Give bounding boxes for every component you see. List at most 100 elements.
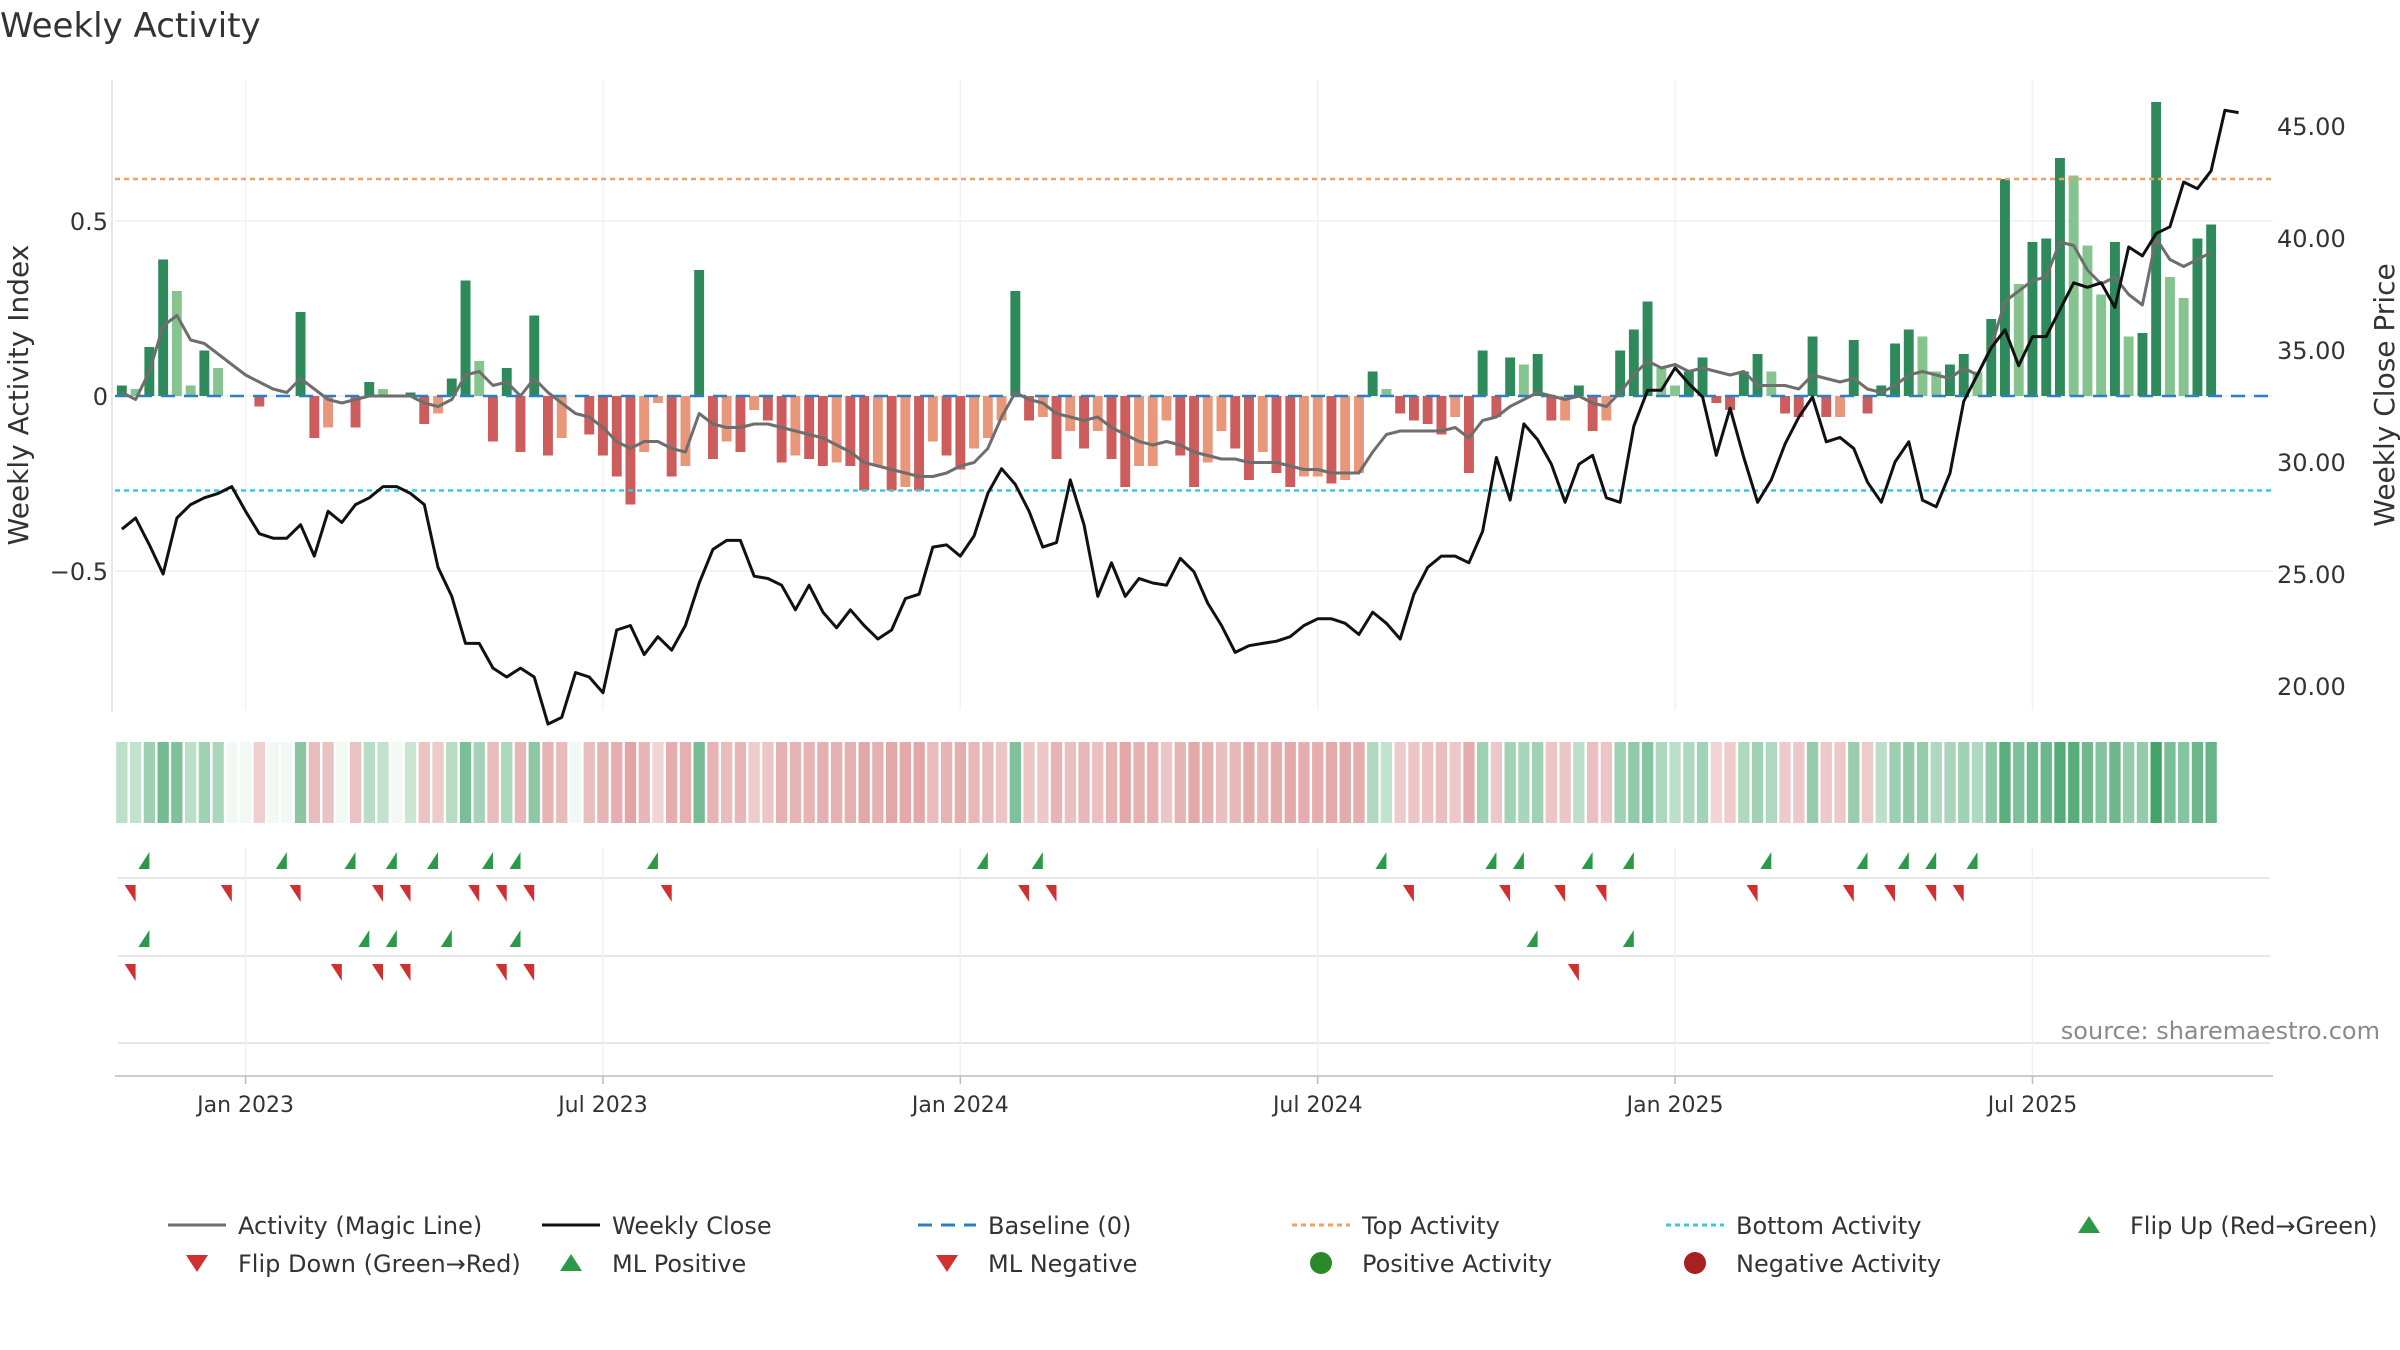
legend-item: Baseline (0) xyxy=(918,1212,1131,1240)
strip-cell xyxy=(1504,742,1516,823)
activity-bar xyxy=(460,280,471,396)
activity-bar xyxy=(1010,291,1021,396)
flip-up-marker xyxy=(1031,852,1043,869)
activity-bar xyxy=(1821,396,1832,417)
strip-cell xyxy=(226,742,238,823)
weekly-close-series xyxy=(120,108,2239,726)
legend-label: ML Positive xyxy=(612,1250,746,1278)
flip-up-marker xyxy=(1925,852,1937,869)
flip-up-marker xyxy=(385,852,397,869)
strip-cell xyxy=(624,742,637,823)
strip-cell xyxy=(1669,742,1681,823)
activity-bar xyxy=(185,385,196,396)
legend-label: Weekly Close xyxy=(612,1212,772,1240)
activity-bar xyxy=(1147,396,1158,466)
legend-item: Bottom Activity xyxy=(1666,1212,1921,1240)
strip-cell xyxy=(308,742,320,823)
activity-bar xyxy=(584,396,595,435)
strip-cell xyxy=(886,742,898,823)
legend-swatch-circle xyxy=(1310,1252,1332,1274)
strip-cell xyxy=(2150,742,2162,823)
legend-label: Flip Up (Red→Green) xyxy=(2130,1212,2378,1240)
activity-bar xyxy=(859,396,870,491)
strip-cell xyxy=(1944,742,1956,823)
activity-bar xyxy=(900,396,911,487)
strip-cell xyxy=(831,742,843,823)
strip-cell xyxy=(652,742,664,823)
ml-positive-marker xyxy=(1526,930,1538,947)
flip-down-marker xyxy=(220,885,232,902)
strip-cell xyxy=(1820,742,1832,823)
flip-down-marker xyxy=(660,885,672,902)
legend-item: Flip Down (Green→Red) xyxy=(186,1250,521,1278)
flip-up-marker xyxy=(275,852,287,869)
strip-cell xyxy=(1710,742,1722,823)
activity-bar xyxy=(941,396,952,456)
activity-bar xyxy=(1793,396,1804,417)
x-tick-label: Jul 2025 xyxy=(1986,1093,2078,1118)
legend-label: Baseline (0) xyxy=(988,1212,1131,1240)
strip-cell xyxy=(679,742,692,823)
strip-cell xyxy=(336,742,348,823)
x-axis: Jan 2023 Jul 2023 Jan 2024 Jul 2024 Jan 2025… xyxy=(115,1075,2273,1118)
activity-bar xyxy=(2206,224,2217,396)
activity-heat-strip xyxy=(116,742,2217,823)
legend-swatch-triangle-down xyxy=(936,1255,958,1272)
strip-cell xyxy=(1243,742,1255,823)
activity-bar xyxy=(2055,158,2065,396)
strip-cell xyxy=(1958,742,1970,823)
y-right-tick-label: 40.00 xyxy=(2277,225,2346,253)
strip-cell xyxy=(1050,742,1063,823)
activity-bar xyxy=(927,396,938,442)
activity-bar xyxy=(914,396,924,491)
ml-positive-marker xyxy=(138,930,150,947)
flip-up-marker xyxy=(976,852,988,869)
ml-positive-marker xyxy=(509,930,521,947)
strip-cell xyxy=(1325,742,1338,823)
strip-cell xyxy=(1655,742,1667,823)
y-right-tick-label: 25.00 xyxy=(2277,561,2346,589)
strip-cell xyxy=(116,742,128,823)
activity-bar xyxy=(1491,396,1502,417)
ml-negative-marker xyxy=(495,964,507,981)
strip-cell xyxy=(2040,742,2052,823)
strip-cell xyxy=(1696,742,1709,823)
activity-bar xyxy=(2137,333,2148,396)
ml-negative-marker xyxy=(372,964,384,981)
activity-bar xyxy=(254,396,265,407)
flip-down-marker xyxy=(523,885,535,902)
axes: 0.5 0 −0.5 45.00 40.00 35.00 30.00 25.00 20.00 xyxy=(50,80,2346,712)
chart-title: Weekly Activity xyxy=(0,6,261,46)
flip-down-marker xyxy=(124,885,136,902)
strip-cell xyxy=(459,742,472,823)
strip-cell xyxy=(1367,742,1379,823)
strip-cell xyxy=(1971,742,1984,823)
activity-bar xyxy=(529,315,540,396)
activity-bar xyxy=(762,396,773,421)
legend-swatch-triangle-up xyxy=(2078,1216,2100,1233)
activity-bar xyxy=(1931,371,1942,396)
strip-cell xyxy=(1861,742,1874,823)
legend-item: Activity (Magic Line) xyxy=(168,1212,482,1240)
flip-up-marker xyxy=(138,852,150,869)
activity-bar xyxy=(1175,396,1186,456)
legend-item: Negative Activity xyxy=(1684,1250,1941,1278)
activity-bar xyxy=(1436,396,1447,435)
strip-cell xyxy=(2013,742,2025,823)
activity-bar xyxy=(1903,329,1914,396)
activity-bar xyxy=(1505,357,1516,396)
legend-label: Positive Activity xyxy=(1362,1250,1552,1278)
strip-cell xyxy=(1738,742,1750,823)
activity-bar xyxy=(1573,385,1584,396)
strip-cell xyxy=(734,742,747,823)
activity-bar xyxy=(1518,364,1529,396)
strip-cell xyxy=(143,742,155,823)
strip-cell xyxy=(1683,742,1695,823)
strip-cell xyxy=(941,742,953,823)
flip-markers xyxy=(118,848,2270,1076)
activity-bar xyxy=(1546,396,1557,421)
activity-bar xyxy=(323,396,333,428)
activity-bar xyxy=(1670,385,1680,396)
flip-up-marker xyxy=(646,852,658,869)
flip-down-marker xyxy=(1595,885,1607,902)
